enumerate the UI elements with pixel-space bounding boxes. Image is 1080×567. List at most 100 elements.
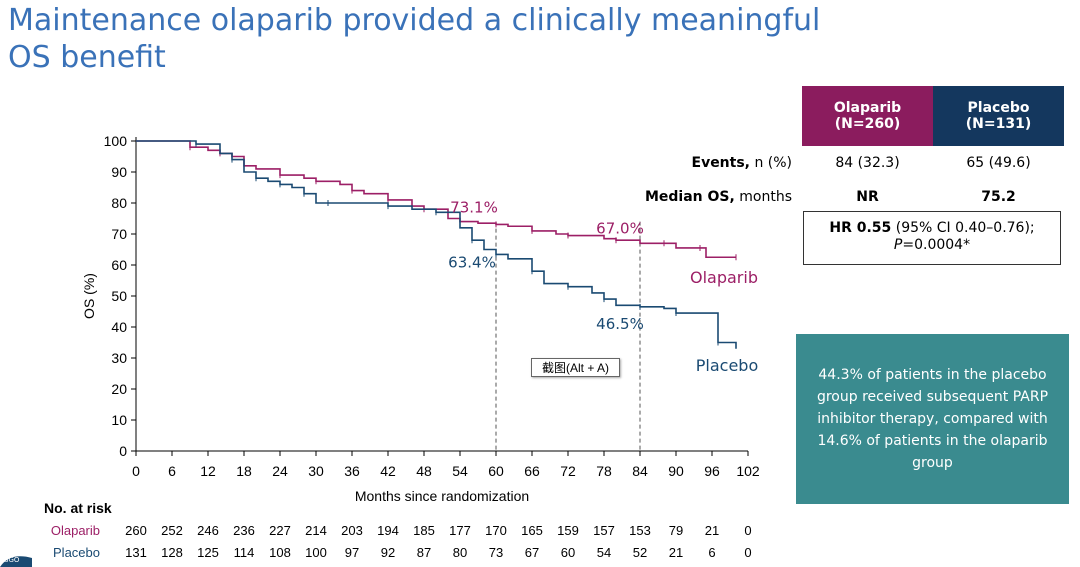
y-tick-label: 40 — [111, 319, 127, 335]
y-tick-label: 30 — [111, 350, 127, 366]
risk-placebo-value: 0 — [744, 545, 752, 560]
callout-text: 44.3% of patients in the placebo group r… — [816, 367, 1049, 471]
risk-placebo-value: 60 — [560, 545, 576, 560]
x-tick-label: 96 — [704, 463, 720, 479]
annotation-placebo: 63.4% — [448, 253, 496, 271]
olaparib-header: Olaparib (N=260) — [802, 86, 933, 146]
page-title: Maintenance olaparib provided a clinical… — [8, 2, 908, 76]
risk-placebo-value: 114 — [233, 545, 255, 560]
events-label: Events, n (%) — [692, 155, 793, 171]
y-axis-label: OS (%) — [81, 273, 97, 319]
risk-placebo-value: 128 — [161, 545, 183, 560]
risk-placebo-value: 97 — [344, 545, 360, 560]
y-tick-label: 20 — [111, 381, 127, 397]
y-tick-label: 90 — [111, 164, 127, 180]
y-tick-label: 80 — [111, 195, 127, 211]
risk-placebo-value: 21 — [668, 545, 684, 560]
x-tick-label: 18 — [236, 463, 252, 479]
y-tick-label: 100 — [104, 133, 128, 149]
risk-olaparib-label: Olaparib — [50, 523, 100, 538]
x-tick-label: 36 — [344, 463, 360, 479]
placebo-header-name: Placebo — [967, 100, 1030, 116]
events-placebo: 65 (49.6) — [966, 155, 1031, 171]
risk-olaparib-value: 157 — [593, 523, 615, 538]
x-tick-label: 30 — [308, 463, 324, 479]
olaparib-header-name: Olaparib — [833, 100, 902, 116]
risk-placebo-label: Placebo — [53, 545, 100, 560]
y-tick-label: 10 — [111, 412, 127, 428]
risk-olaparib-value: 177 — [449, 523, 471, 538]
median-olaparib: NR — [856, 189, 879, 205]
risk-placebo-value: 125 — [197, 545, 219, 560]
x-tick-label: 6 — [168, 463, 176, 479]
risk-olaparib-value: 79 — [668, 523, 684, 538]
placebo-curve — [136, 140, 737, 349]
risk-olaparib-value: 153 — [629, 523, 651, 538]
x-tick-label: 54 — [452, 463, 468, 479]
summary-table: Olaparib (N=260) Placebo (N=131) Events,… — [645, 86, 1064, 205]
annotation-olaparib: 73.1% — [450, 198, 498, 216]
risk-placebo-value: 131 — [125, 545, 147, 560]
risk-olaparib-value: 21 — [704, 523, 720, 538]
x-tick-label: 48 — [416, 463, 432, 479]
risk-placebo-value: 6 — [708, 545, 716, 560]
x-tick-label: 78 — [596, 463, 612, 479]
y-tick-label: 50 — [111, 288, 127, 304]
hr-rest: (95% CI 0.40–0.76); — [891, 220, 1035, 236]
placebo-header: Placebo (N=131) — [933, 86, 1064, 146]
olaparib-header-n: (N=260) — [834, 116, 901, 132]
median-label-rest: months — [734, 189, 792, 205]
placebo-curve-label: Placebo — [696, 356, 758, 375]
risk-placebo-value: 100 — [305, 545, 327, 560]
x-tick-label: 72 — [560, 463, 576, 479]
placebo-header-n: (N=131) — [965, 116, 1032, 132]
x-tick-label: 102 — [736, 463, 760, 479]
x-tick-label: 42 — [380, 463, 396, 479]
hazard-ratio-box: HR 0.55 (95% CI 0.40–0.76); P=0.0004* — [803, 211, 1061, 265]
p-label: P — [893, 237, 903, 253]
placebo-parp-callout: 44.3% of patients in the placebo group r… — [796, 334, 1069, 504]
risk-placebo-value: 67 — [524, 545, 540, 560]
x-tick-label: 90 — [668, 463, 684, 479]
risk-table-header: No. at risk — [44, 500, 112, 516]
risk-placebo-value: 92 — [380, 545, 396, 560]
risk-olaparib-value: 185 — [413, 523, 435, 538]
risk-placebo-value: 108 — [269, 545, 291, 560]
sgo-logo-text: SGO — [4, 556, 20, 564]
hr-bold: HR 0.55 — [829, 220, 892, 236]
risk-olaparib-value: 159 — [557, 523, 579, 538]
median-row: Median OS, months NR 75.2 — [645, 186, 1064, 208]
median-label-bold: Median OS, — [644, 189, 735, 205]
annotation-olaparib: 67.0% — [596, 219, 644, 237]
y-tick-label: 70 — [111, 226, 127, 242]
y-tick-label: 0 — [119, 443, 127, 459]
risk-olaparib-value: 194 — [377, 523, 399, 538]
km-chart: 0 10 20 30 40 50 60 70 80 90 100 0 6 12 18 24 30 36 42 48 54… — [81, 133, 760, 504]
x-tick-label: 12 — [200, 463, 216, 479]
risk-olaparib-value: 252 — [161, 523, 183, 538]
risk-olaparib-value: 165 — [521, 523, 543, 538]
olaparib-curve-label: Olaparib — [690, 268, 758, 287]
y-tick-label: 60 — [111, 257, 127, 273]
annotation-placebo: 46.5% — [596, 315, 644, 333]
risk-olaparib-value: 203 — [341, 523, 363, 538]
p-value: =0.0004* — [902, 237, 971, 253]
events-olaparib: 84 (32.3) — [835, 155, 900, 171]
events-row: Events, n (%) 84 (32.3) 65 (49.6) — [692, 152, 1064, 174]
x-tick-label: 24 — [272, 463, 288, 479]
risk-olaparib-value: 227 — [269, 523, 291, 538]
title-line-1: Maintenance olaparib provided a clinical… — [8, 3, 821, 38]
median-placebo: 75.2 — [981, 189, 1016, 205]
x-tick-label: 0 — [132, 463, 140, 479]
risk-placebo-value: 80 — [452, 545, 468, 560]
risk-olaparib-value: 246 — [197, 523, 219, 538]
risk-olaparib-value: 236 — [233, 523, 255, 538]
risk-placebo-value: 87 — [416, 545, 432, 560]
x-tick-label: 66 — [524, 463, 540, 479]
risk-olaparib-value: 170 — [485, 523, 507, 538]
sgo-logo: SGO — [0, 556, 32, 567]
screenshot-tooltip: 截图(Alt + A) — [531, 358, 620, 377]
risk-placebo-value: 73 — [488, 545, 504, 560]
risk-olaparib-value: 260 — [125, 523, 147, 538]
events-label-bold: Events, — [691, 155, 751, 171]
